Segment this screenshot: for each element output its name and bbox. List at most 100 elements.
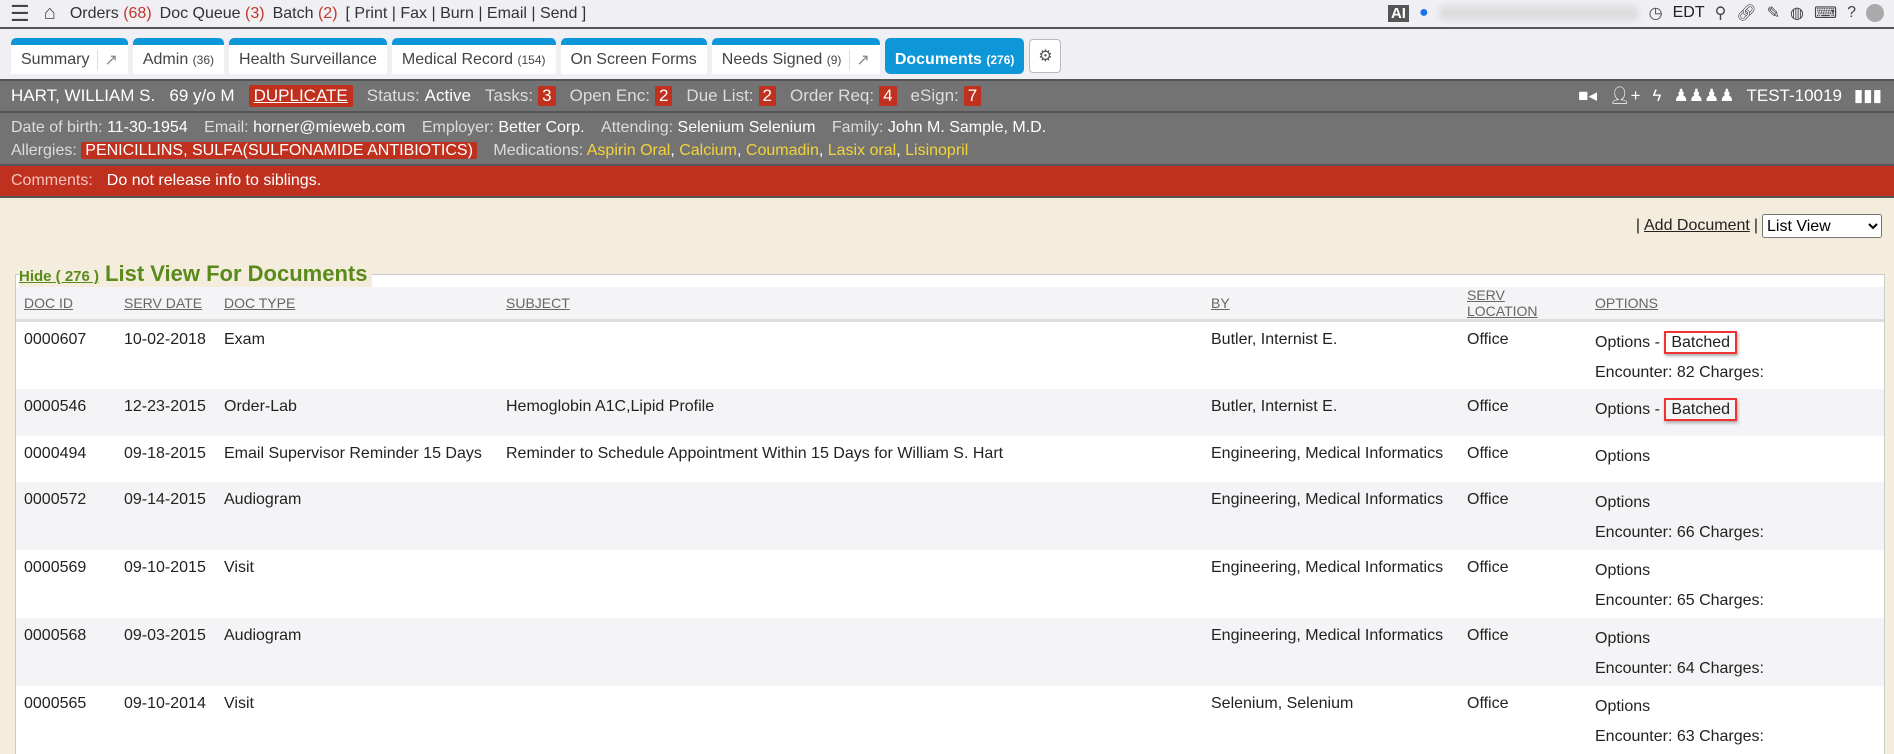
people-icon[interactable]: ♟♟♟♟ <box>1673 86 1735 105</box>
options-link[interactable]: Options <box>1595 629 1651 647</box>
esign-badge[interactable]: 7 <box>963 86 982 106</box>
medication-link[interactable]: Lasix oral <box>827 142 897 159</box>
medication-link[interactable]: Aspirin Oral <box>586 142 671 159</box>
view-select[interactable]: List View <box>1762 214 1882 238</box>
options-link[interactable]: Options <box>1595 493 1651 511</box>
list-legend: Hide ( 276 ) List View For Documents <box>19 261 373 287</box>
medication-link[interactable]: Coumadin <box>745 142 819 159</box>
lightning-icon[interactable]: ϟ <box>1652 86 1662 105</box>
table-row[interactable]: 0000494 09-18-2015 Email Supervisor Remind… <box>16 436 1884 482</box>
patient-bar: HART, WILLIAM S. 69 y/o M DUPLICATE Stat… <box>0 81 1894 113</box>
magic-wand-icon[interactable]: ✎ <box>1766 5 1781 22</box>
add-document-link[interactable]: Add Document <box>1644 217 1750 234</box>
tasks-badge[interactable]: 3 <box>538 86 556 106</box>
batched-status[interactable]: Batched <box>1664 331 1738 354</box>
patient-age: 69 y/o M <box>169 86 235 105</box>
batched-status[interactable]: Batched <box>1664 397 1738 421</box>
tab-documents[interactable]: Documents (276) <box>884 38 1025 74</box>
col-subject[interactable]: SUBJECT <box>498 287 1203 322</box>
globe-icon[interactable]: ◍ <box>1790 5 1804 22</box>
options-cell: Options Encounter: 64 Charges: <box>1587 617 1884 686</box>
doc-type-cell: Visit <box>224 694 254 712</box>
medications-label: Medications: <box>493 142 584 159</box>
tab-needs-signed[interactable]: Needs Signed (9) ↗ <box>711 38 880 74</box>
email-value: horner@mieweb.com <box>253 119 406 136</box>
medication-link[interactable]: Calcium <box>679 142 738 159</box>
options-link[interactable]: Options <box>1595 447 1651 465</box>
col-serv-date[interactable]: SERV DATE <box>116 287 216 322</box>
tab-on-screen-forms[interactable]: On Screen Forms <box>560 38 707 74</box>
tab-health-surveillance[interactable]: Health Surveillance <box>229 38 387 74</box>
doc-id-cell: 0000572 <box>16 481 116 550</box>
tab-admin[interactable]: Admin (36) <box>132 38 225 74</box>
orders-link[interactable]: Orders (68) <box>70 5 152 23</box>
keyboard-icon[interactable]: ⌨ <box>1814 5 1838 22</box>
options-link[interactable]: Options <box>1595 400 1651 418</box>
comments-label: Comments: <box>11 172 93 189</box>
serv-date-cell: 12-23-2015 <box>116 388 216 436</box>
menu-icon[interactable]: ☰ <box>10 0 30 26</box>
ai-button[interactable]: AI <box>1387 4 1409 22</box>
order-req-label: Order Req: <box>789 86 875 105</box>
tab-count: (154) <box>517 52 546 67</box>
patient-id: TEST-10019 <box>1746 86 1842 105</box>
batch-link[interactable]: Batch (2) <box>273 5 338 23</box>
tab-summary[interactable]: Summary ↗ <box>11 38 128 74</box>
hide-link[interactable]: Hide ( 276 ) <box>19 268 100 285</box>
tab-medical-record[interactable]: Medical Record (154) <box>391 38 556 74</box>
medication-link[interactable]: Lisinopril <box>905 142 969 159</box>
doc-queue-label: Doc Queue <box>159 4 241 22</box>
tab-label: Health Surveillance <box>239 50 377 68</box>
open-external-icon[interactable]: ↗ <box>849 49 870 70</box>
serv-date-cell: 09-14-2015 <box>116 481 216 550</box>
batch-actions[interactable]: [ Print | Fax | Burn | Email | Send ] <box>345 4 587 22</box>
search-icon[interactable]: ⚲ <box>1714 5 1727 22</box>
timezone[interactable]: EDT <box>1672 4 1705 21</box>
help-icon[interactable]: ? <box>1847 4 1856 21</box>
user-icon[interactable]: ● <box>1418 4 1429 21</box>
open-enc-label: Open Enc: <box>569 86 650 105</box>
add-user-icon[interactable]: 👤︎+ <box>1608 86 1641 105</box>
open-external-icon[interactable]: ↗ <box>97 49 118 70</box>
serv-date-cell: 09-10-2015 <box>124 558 206 576</box>
doc-id-cell: 0000607 <box>24 331 87 348</box>
video-icon[interactable]: ■◂ <box>1578 86 1597 105</box>
table-row[interactable]: 0000607 10-02-2018 Exam Butler, Internist E… <box>16 321 1884 389</box>
table-row[interactable]: 0000569 09-10-2015 Visit Engineering, Medic… <box>16 550 1884 618</box>
col-doc-type[interactable]: DOC TYPE <box>216 287 498 322</box>
col-by[interactable]: BY <box>1203 287 1459 322</box>
status-value: Active <box>424 86 471 105</box>
due-list-badge[interactable]: 2 <box>758 86 776 106</box>
comments-bar: Comments: Do not release info to sibling… <box>0 166 1894 198</box>
home-icon[interactable]: ⌂ <box>43 2 56 24</box>
duplicate-badge[interactable]: DUPLICATE <box>248 85 353 107</box>
table-row[interactable]: 0000565 09-10-2014 Visit Selenium, Selenium… <box>16 686 1884 754</box>
order-req-badge[interactable]: 4 <box>879 86 897 106</box>
open-enc-badge[interactable]: 2 <box>654 86 673 106</box>
table-row[interactable]: 0000572 09-14-2015 Audiogram Engineering, M… <box>16 481 1884 550</box>
bar-chart-icon[interactable]: ▮▮▮ <box>1853 86 1882 105</box>
table-row[interactable]: 0000568 09-03-2015 Audiogram Engineering, M… <box>16 617 1884 686</box>
col-doc-id[interactable]: DOC ID <box>16 287 116 322</box>
list-title: List View For Documents <box>105 261 368 286</box>
serv-date-cell: 09-18-2015 <box>124 444 206 462</box>
doc-type-cell: Audiogram <box>216 481 498 550</box>
col-options[interactable]: OPTIONS <box>1587 287 1884 322</box>
doc-type-cell: Visit <box>224 558 254 576</box>
options-link[interactable]: Options <box>1595 697 1651 715</box>
by-cell: Engineering, Medical Informatics <box>1203 481 1459 550</box>
options-link[interactable]: Options <box>1595 334 1651 351</box>
tab-settings-button[interactable]: ⚙ <box>1029 39 1062 73</box>
link-icon[interactable]: 🔗︎ <box>1736 5 1757 22</box>
status-circle-icon[interactable] <box>1866 4 1884 22</box>
table-row[interactable]: 0000546 12-23-2015 Order-Lab Hemoglobin A1C… <box>16 388 1884 436</box>
email-label: Email: <box>204 119 249 136</box>
separator: | <box>1753 217 1758 234</box>
patient-name[interactable]: HART, WILLIAM S. <box>11 86 156 105</box>
encounter-charges: Encounter: 65 Charges: <box>1595 591 1764 609</box>
documents-table: DOC ID SERV DATE DOC TYPE SUBJECT BY SER… <box>16 287 1884 754</box>
subject-cell <box>498 686 1203 754</box>
options-link[interactable]: Options <box>1595 561 1651 579</box>
col-serv-location[interactable]: SERV LOCATION <box>1459 287 1587 322</box>
doc-queue-link[interactable]: Doc Queue (3) <box>160 5 265 23</box>
